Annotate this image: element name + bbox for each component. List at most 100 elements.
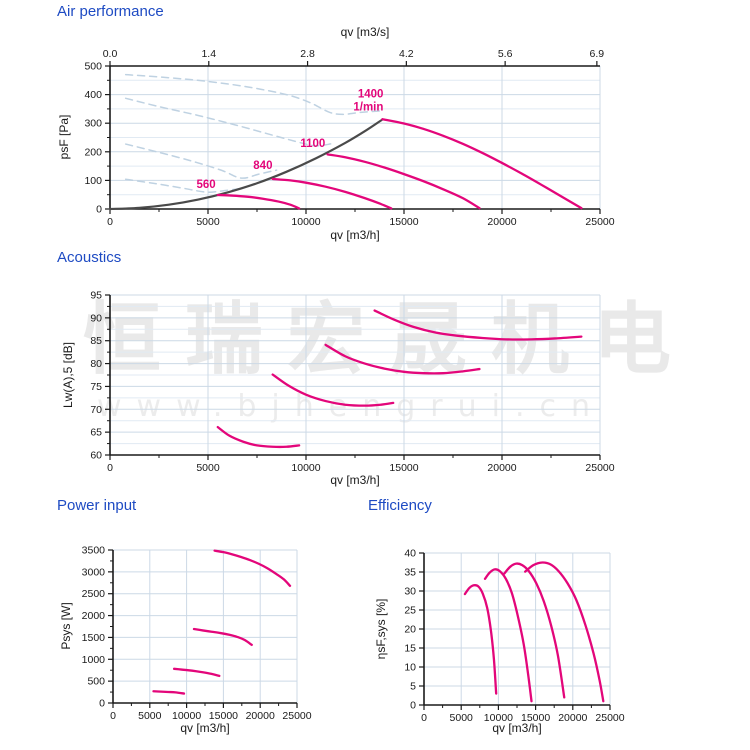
efficiency-1400 — [524, 561, 605, 703]
svg-text:3500: 3500 — [82, 545, 106, 557]
svg-text:qv [m3/h]: qv [m3/h] — [180, 721, 229, 735]
svg-text:560: 560 — [196, 179, 215, 191]
curve-560 — [216, 193, 301, 210]
acoustic-1400 — [373, 309, 583, 341]
svg-text:2000: 2000 — [82, 610, 106, 622]
efficiency-560 — [463, 584, 498, 695]
acoustic-560 — [216, 425, 301, 449]
aux-dashed-1100 — [124, 97, 333, 147]
aux-dashed-560 — [124, 178, 241, 193]
svg-text:10000: 10000 — [172, 710, 201, 722]
svg-text:35: 35 — [404, 567, 416, 579]
svg-text:15000: 15000 — [521, 712, 550, 724]
svg-text:1500: 1500 — [82, 632, 106, 644]
svg-text:5000: 5000 — [196, 462, 220, 474]
svg-text:0: 0 — [110, 710, 116, 722]
curve-840 — [271, 177, 393, 210]
svg-text:20000: 20000 — [246, 710, 275, 722]
svg-text:5: 5 — [410, 681, 416, 693]
svg-text:1100: 1100 — [300, 138, 325, 150]
power-560 — [152, 690, 186, 695]
acoustic-1100 — [324, 343, 481, 375]
chart-title-power-input: Power input — [57, 497, 137, 514]
svg-text:20000: 20000 — [487, 216, 516, 228]
svg-text:5000: 5000 — [138, 710, 162, 722]
svg-text:80: 80 — [90, 358, 102, 370]
svg-text:6.9: 6.9 — [590, 48, 605, 60]
svg-text:400: 400 — [84, 89, 102, 101]
efficiency-840 — [483, 568, 533, 703]
svg-text:20: 20 — [404, 624, 416, 636]
svg-text:qv [m3/s]: qv [m3/s] — [341, 25, 390, 39]
power-1400 — [213, 549, 292, 587]
svg-text:10: 10 — [404, 662, 416, 674]
svg-text:90: 90 — [90, 312, 102, 324]
curve-1100 — [326, 153, 481, 210]
svg-text:10000: 10000 — [291, 462, 320, 474]
svg-text:75: 75 — [90, 381, 102, 393]
svg-text:2.8: 2.8 — [300, 48, 315, 60]
svg-text:0.0: 0.0 — [103, 48, 118, 60]
svg-text:15000: 15000 — [209, 710, 238, 722]
svg-text:5000: 5000 — [196, 216, 220, 228]
power-1100 — [192, 627, 253, 647]
svg-text:60: 60 — [90, 450, 102, 462]
svg-text:20000: 20000 — [558, 712, 587, 724]
svg-text:qv [m3/h]: qv [m3/h] — [330, 228, 379, 242]
svg-text:psF [Pa]: psF [Pa] — [57, 115, 71, 160]
svg-text:95: 95 — [90, 290, 102, 302]
svg-text:300: 300 — [84, 118, 102, 130]
svg-text:Lw(A),5 [dB]: Lw(A),5 [dB] — [61, 342, 75, 408]
power-840 — [172, 667, 221, 678]
svg-text:0: 0 — [107, 462, 113, 474]
svg-text:15000: 15000 — [389, 216, 418, 228]
svg-text:25000: 25000 — [595, 712, 624, 724]
svg-text:0: 0 — [96, 204, 102, 216]
svg-text:40: 40 — [404, 548, 416, 560]
aux-dashed-840 — [124, 143, 278, 179]
svg-text:0: 0 — [107, 216, 113, 228]
svg-text:25000: 25000 — [585, 216, 614, 228]
aux-dashed-1400 — [124, 73, 382, 116]
svg-text:0: 0 — [99, 698, 105, 710]
svg-text:100: 100 — [84, 175, 102, 187]
svg-text:2500: 2500 — [82, 588, 106, 600]
svg-text:25: 25 — [404, 605, 416, 617]
svg-text:10000: 10000 — [291, 216, 320, 228]
svg-text:200: 200 — [84, 146, 102, 158]
svg-text:500: 500 — [84, 61, 102, 73]
svg-text:1.4: 1.4 — [201, 48, 216, 60]
svg-text:Psys [W]: Psys [W] — [59, 602, 73, 649]
svg-text:30: 30 — [404, 586, 416, 598]
svg-text:10000: 10000 — [484, 712, 513, 724]
svg-text:qv [m3/h]: qv [m3/h] — [492, 721, 541, 735]
svg-text:25000: 25000 — [585, 462, 614, 474]
svg-text:70: 70 — [90, 404, 102, 416]
system-curve — [108, 118, 384, 211]
svg-text:85: 85 — [90, 335, 102, 347]
svg-text:1/min: 1/min — [353, 101, 383, 113]
svg-text:0: 0 — [410, 700, 416, 712]
svg-text:1000: 1000 — [82, 654, 106, 666]
svg-text:ηsF,sys [%]: ηsF,sys [%] — [374, 599, 388, 660]
svg-text:15: 15 — [404, 643, 416, 655]
acoustic-840 — [271, 373, 395, 407]
curve-1400 — [381, 118, 583, 210]
chart-title-efficiency: Efficiency — [368, 497, 432, 514]
svg-text:5000: 5000 — [450, 712, 474, 724]
svg-text:1400: 1400 — [358, 88, 384, 100]
chart-title-air-performance: Air performance — [57, 3, 164, 20]
svg-text:0: 0 — [421, 712, 427, 724]
efficiency-1100 — [503, 562, 566, 699]
svg-text:840: 840 — [253, 160, 272, 172]
svg-text:25000: 25000 — [282, 710, 311, 722]
svg-text:65: 65 — [90, 427, 102, 439]
svg-text:500: 500 — [87, 676, 105, 688]
svg-text:20000: 20000 — [487, 462, 516, 474]
chart-title-acoustics: Acoustics — [57, 249, 122, 266]
